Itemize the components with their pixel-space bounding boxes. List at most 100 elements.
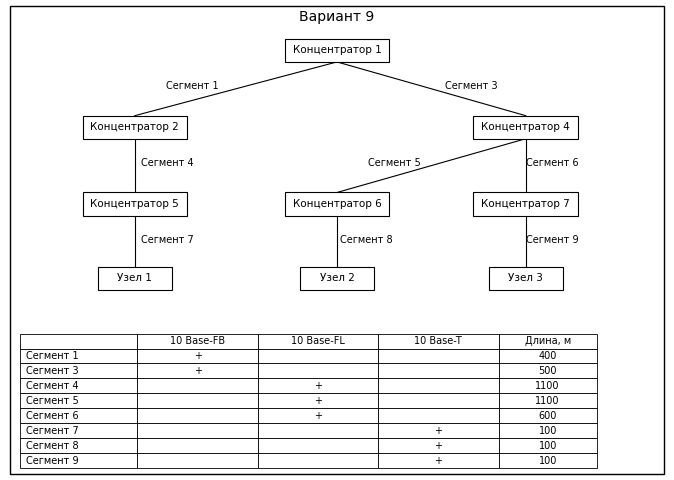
Bar: [378, 378, 499, 393]
Text: Сегмент 9: Сегмент 9: [526, 235, 579, 245]
Bar: [378, 348, 499, 363]
Bar: [20, 393, 137, 408]
Text: Сегмент 4: Сегмент 4: [26, 381, 78, 391]
Text: 100: 100: [539, 426, 557, 436]
Bar: [499, 363, 596, 378]
Bar: [20, 348, 137, 363]
Text: +: +: [314, 381, 322, 391]
Bar: [20, 334, 137, 348]
Bar: [257, 348, 378, 363]
Text: +: +: [193, 366, 202, 376]
Text: Узел 1: Узел 1: [117, 274, 152, 283]
Bar: [499, 348, 596, 363]
Text: Узел 2: Узел 2: [319, 274, 355, 283]
Text: +: +: [314, 411, 322, 421]
Bar: [20, 423, 137, 438]
Text: +: +: [434, 426, 442, 436]
Bar: [378, 423, 499, 438]
Bar: [137, 438, 257, 453]
Text: Сегмент 1: Сегмент 1: [166, 82, 218, 91]
Bar: [489, 267, 563, 290]
Bar: [20, 408, 137, 423]
Bar: [378, 334, 499, 348]
Bar: [83, 116, 187, 139]
Text: 1100: 1100: [535, 396, 560, 406]
Bar: [83, 192, 187, 216]
Text: Сегмент 4: Сегмент 4: [141, 158, 193, 168]
Bar: [257, 438, 378, 453]
Text: Сегмент 6: Сегмент 6: [26, 411, 78, 421]
Bar: [137, 393, 257, 408]
Text: +: +: [434, 441, 442, 451]
Bar: [137, 453, 257, 468]
Text: Концентратор 1: Концентратор 1: [293, 46, 381, 55]
Bar: [137, 334, 257, 348]
Bar: [257, 453, 378, 468]
Bar: [499, 408, 596, 423]
Text: 400: 400: [539, 351, 557, 361]
Text: Сегмент 9: Сегмент 9: [26, 456, 78, 466]
Bar: [257, 334, 378, 348]
Bar: [378, 453, 499, 468]
Text: 1100: 1100: [535, 381, 560, 391]
Text: +: +: [314, 396, 322, 406]
Text: Сегмент 3: Сегмент 3: [446, 82, 498, 91]
Bar: [137, 408, 257, 423]
Bar: [257, 408, 378, 423]
Text: Концентратор 4: Концентратор 4: [481, 122, 570, 132]
Bar: [499, 393, 596, 408]
Bar: [499, 423, 596, 438]
Text: Концентратор 6: Концентратор 6: [293, 199, 381, 209]
Text: Сегмент 5: Сегмент 5: [26, 396, 78, 406]
Text: 10 Base-T: 10 Base-T: [415, 336, 462, 346]
Text: 10 Base-FB: 10 Base-FB: [170, 336, 225, 346]
Bar: [257, 393, 378, 408]
Text: Концентратор 5: Концентратор 5: [90, 199, 179, 209]
Bar: [257, 423, 378, 438]
Bar: [137, 378, 257, 393]
Text: 600: 600: [539, 411, 557, 421]
Bar: [137, 348, 257, 363]
Text: Сегмент 3: Сегмент 3: [26, 366, 78, 376]
Bar: [257, 363, 378, 378]
Text: Длина, м: Длина, м: [524, 336, 571, 346]
Bar: [499, 438, 596, 453]
Text: Концентратор 2: Концентратор 2: [90, 122, 179, 132]
Bar: [378, 438, 499, 453]
Text: +: +: [434, 456, 442, 466]
Bar: [378, 363, 499, 378]
Text: Сегмент 7: Сегмент 7: [141, 235, 193, 245]
Text: Сегмент 1: Сегмент 1: [26, 351, 78, 361]
Text: 500: 500: [539, 366, 557, 376]
Bar: [257, 378, 378, 393]
Bar: [499, 378, 596, 393]
Bar: [378, 408, 499, 423]
Text: Сегмент 8: Сегмент 8: [340, 235, 392, 245]
Bar: [20, 378, 137, 393]
Bar: [473, 192, 578, 216]
Text: Вариант 9: Вариант 9: [299, 10, 375, 24]
Text: Сегмент 5: Сегмент 5: [368, 158, 421, 168]
Text: Сегмент 7: Сегмент 7: [26, 426, 78, 436]
Text: Узел 3: Узел 3: [508, 274, 543, 283]
Bar: [20, 453, 137, 468]
Text: 100: 100: [539, 441, 557, 451]
Bar: [473, 116, 578, 139]
Bar: [20, 438, 137, 453]
Bar: [137, 363, 257, 378]
Bar: [137, 423, 257, 438]
Bar: [284, 39, 390, 62]
Text: Сегмент 6: Сегмент 6: [526, 158, 579, 168]
Bar: [284, 192, 390, 216]
Bar: [300, 267, 374, 290]
Text: Сегмент 8: Сегмент 8: [26, 441, 78, 451]
Bar: [98, 267, 172, 290]
Text: 10 Base-FL: 10 Base-FL: [291, 336, 345, 346]
Bar: [499, 334, 596, 348]
Bar: [499, 453, 596, 468]
Text: +: +: [193, 351, 202, 361]
Text: 100: 100: [539, 456, 557, 466]
Text: Концентратор 7: Концентратор 7: [481, 199, 570, 209]
Bar: [20, 363, 137, 378]
Bar: [378, 393, 499, 408]
